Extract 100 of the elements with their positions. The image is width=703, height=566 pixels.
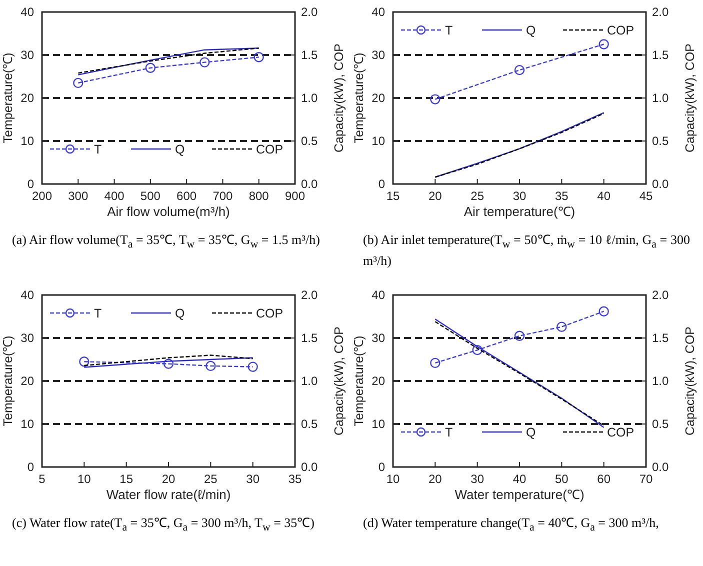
point — [430, 94, 440, 104]
y-tick-label: 40 — [372, 5, 386, 19]
y2-tick-label: 0.0 — [301, 177, 318, 191]
x-tick-label: 50 — [554, 472, 569, 486]
y-axis-title: Temperature(℃) — [1, 336, 15, 426]
y-tick-label: 30 — [372, 331, 386, 345]
x-tick-label: 700 — [212, 189, 234, 203]
point — [514, 64, 525, 76]
x-tick-label: 900 — [284, 189, 306, 203]
y-tick-label: 20 — [20, 374, 34, 388]
x-tick-label: 25 — [204, 472, 218, 486]
point — [145, 62, 156, 73]
y2-tick-label: 1.5 — [652, 331, 670, 345]
legend-label: T — [445, 426, 453, 440]
x-tick-label: 40 — [512, 472, 526, 486]
y-tick-label: 30 — [20, 331, 34, 345]
y2-tick-label: 0.5 — [301, 417, 318, 431]
x-tick-label: 25 — [470, 189, 484, 203]
y2-tick-label: 1.0 — [301, 374, 318, 388]
legend-label: T — [445, 24, 453, 38]
text: (a) Air flow volume(T$_{a}$ = 35℃, T$_{w}$ = 35℃, G$_{w}$ = 1.5 m³/h) — [11, 232, 321, 253]
x-tick-label: 70 — [639, 472, 653, 486]
legend-label: Q — [526, 24, 536, 38]
y2-tick-label: 2.0 — [652, 5, 670, 19]
y2-axis-title: Capacity(kW), COP — [332, 326, 346, 436]
y-tick-label: 0 — [378, 460, 386, 474]
text: (d) Water temperature change(T$_{a}$ = 40℃, G$_{a}$ = 300 m³/h, — [362, 515, 660, 536]
x-tick-label: 45 — [639, 189, 653, 203]
point — [254, 52, 264, 62]
y-tick-label: 40 — [20, 5, 34, 19]
x-tick-label: 20 — [428, 472, 442, 486]
legend-label: COP — [256, 142, 284, 156]
x-tick-label: 40 — [597, 189, 611, 203]
x-tick-label: 400 — [104, 189, 125, 203]
y2-tick-label: 0.5 — [652, 417, 670, 431]
legend-label: T — [94, 306, 102, 320]
point — [556, 322, 567, 332]
text: (b) Air inlet temperature(T$_{w}$ = 50℃, ṁ$_{w}$ = 10 ℓ/min, G$_{a}$ = 300 m³/h) — [363, 232, 690, 268]
y-tick-label: 10 — [372, 417, 386, 431]
x-axis-title: Water flow rate(ℓ/min) — [106, 487, 231, 502]
x-tick-label: 60 — [597, 472, 611, 486]
y-tick-label: 40 — [20, 288, 34, 302]
y2-tick-label: 0.0 — [652, 460, 670, 474]
point — [598, 39, 609, 50]
text: (c) Water flow rate(T$_{a}$ = 35℃, G$_{a}$ = 300 m³/h, T$_{w}$ = 35℃) — [11, 515, 316, 536]
point — [514, 330, 525, 341]
y-tick-label: 10 — [372, 134, 386, 148]
legend-label: T — [94, 142, 102, 156]
x-axis-title: Water temperature(℃) — [454, 487, 584, 502]
x-tick-label: 10 — [77, 472, 92, 486]
x-tick-label: 600 — [176, 189, 197, 203]
x-tick-label: 15 — [120, 472, 134, 486]
y2-tick-label: 0.0 — [652, 177, 670, 191]
y2-axis-title: Capacity(kW), COP — [683, 326, 697, 436]
x-tick-label: 35 — [554, 189, 569, 203]
y-axis-title: Temperature(℃) — [1, 52, 15, 144]
point — [598, 306, 609, 316]
y-axis-title: Temperature(℃) — [352, 52, 366, 144]
x-tick-label: 300 — [68, 189, 88, 203]
x-tick-label: 15 — [386, 189, 400, 203]
y2-tick-label: 0.0 — [301, 460, 318, 474]
legend-label: COP — [607, 426, 634, 440]
x-tick-label: 35 — [288, 472, 302, 486]
point — [430, 358, 440, 368]
x-axis-title: Air temperature(℃) — [464, 204, 576, 219]
legend-label: Q — [175, 142, 185, 156]
y2-axis-title: Capacity(kW), COP — [683, 43, 697, 153]
y-axis-title: Temperature(℃) — [352, 336, 366, 426]
x-tick-label: 800 — [248, 189, 270, 203]
x-tick-label: 20 — [428, 189, 442, 203]
y-tick-label: 0 — [378, 177, 386, 191]
y-tick-label: 30 — [20, 48, 34, 62]
x-tick-label: 5 — [38, 472, 46, 486]
y2-tick-label: 1.0 — [301, 91, 318, 105]
y-tick-label: 30 — [372, 48, 386, 62]
y2-tick-label: 1.5 — [652, 48, 670, 62]
y-tick-label: 0 — [27, 460, 34, 474]
y2-tick-label: 2.0 — [301, 5, 318, 19]
x-tick-label: 20 — [162, 472, 176, 486]
x-tick-label: 30 — [246, 472, 260, 486]
y-tick-label: 20 — [20, 91, 34, 105]
y2-tick-label: 2.0 — [652, 288, 670, 302]
y2-axis-title: Capacity(kW), COP — [332, 43, 346, 153]
y2-tick-label: 1.5 — [301, 48, 318, 62]
y2-tick-label: 1.5 — [301, 331, 318, 345]
legend-label: Q — [175, 306, 185, 320]
y-tick-label: 40 — [372, 288, 386, 302]
y-tick-label: 20 — [372, 91, 386, 105]
y2-tick-label: 1.0 — [652, 91, 670, 105]
x-tick-label: 500 — [140, 189, 161, 203]
y-tick-label: 0 — [27, 177, 34, 191]
y-tick-label: 10 — [20, 417, 34, 431]
y2-tick-label: 0.5 — [652, 134, 670, 148]
y2-tick-label: 0.5 — [301, 134, 318, 148]
legend-label: Q — [526, 426, 536, 440]
x-tick-label: 200 — [32, 189, 52, 203]
y-tick-label: 20 — [372, 374, 386, 388]
y-tick-label: 10 — [20, 134, 34, 148]
point — [73, 78, 84, 88]
x-tick-label: 30 — [470, 472, 484, 486]
